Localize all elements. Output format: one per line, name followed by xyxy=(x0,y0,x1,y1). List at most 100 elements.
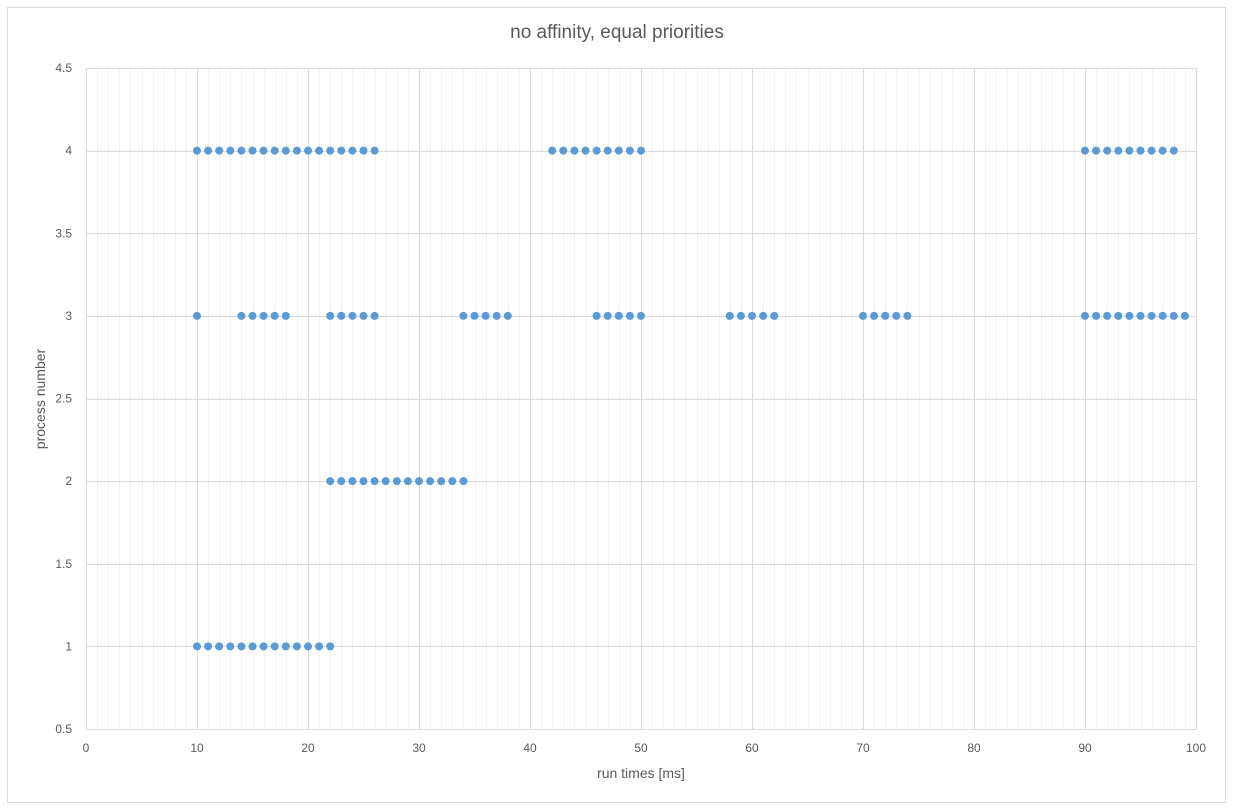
data-point xyxy=(337,146,346,155)
x-tick-label: 20 xyxy=(301,741,315,755)
data-point xyxy=(625,146,634,155)
data-point xyxy=(1081,146,1089,155)
data-point xyxy=(281,311,290,320)
axis-ticks: 0 10 20 30 40 50 60 70 80 90 100 0.5 1 1.5 2 2.5 3 3.5 4 4.… xyxy=(55,61,1206,755)
data-point xyxy=(1169,146,1178,155)
y-tick-label: 4 xyxy=(65,144,72,158)
data-point xyxy=(415,477,423,486)
y-tick-label: 2.5 xyxy=(55,392,72,406)
data-point xyxy=(270,146,279,155)
data-point xyxy=(359,477,368,486)
data-point xyxy=(725,311,734,320)
data-point xyxy=(459,311,468,320)
data-point xyxy=(470,311,479,320)
data-point xyxy=(359,311,368,320)
data-point xyxy=(259,311,268,320)
data-point xyxy=(237,311,246,320)
data-point xyxy=(204,146,213,155)
data-point xyxy=(226,146,235,155)
data-point xyxy=(193,311,201,320)
data-point xyxy=(359,146,368,155)
data-point xyxy=(603,311,612,320)
x-tick-label: 100 xyxy=(1186,741,1206,755)
data-point xyxy=(1114,311,1123,320)
data-point xyxy=(548,146,557,155)
data-point xyxy=(270,311,279,320)
major-gridlines xyxy=(86,68,1197,730)
data-point xyxy=(503,311,512,320)
data-point xyxy=(237,146,246,155)
data-point xyxy=(281,642,290,651)
x-tick-label: 80 xyxy=(967,741,981,755)
x-tick-label: 70 xyxy=(856,741,870,755)
data-point xyxy=(748,311,756,320)
data-point xyxy=(770,311,779,320)
data-point xyxy=(326,311,335,320)
data-point xyxy=(481,311,490,320)
data-point xyxy=(870,311,879,320)
y-tick-label: 3 xyxy=(65,309,72,323)
data-point xyxy=(1114,146,1123,155)
y-tick-label: 3.5 xyxy=(55,226,72,240)
data-point xyxy=(315,642,324,651)
x-tick-label: 50 xyxy=(634,741,648,755)
data-point xyxy=(348,477,357,486)
data-point xyxy=(304,146,312,155)
data-point xyxy=(1158,311,1167,320)
x-tick-label: 60 xyxy=(745,741,759,755)
data-point xyxy=(1092,146,1101,155)
chart-title: no affinity, equal priorities xyxy=(510,22,724,43)
data-point xyxy=(859,311,867,320)
data-point xyxy=(259,642,268,651)
data-point xyxy=(1147,146,1156,155)
x-axis-label: run times [ms] xyxy=(597,765,685,781)
data-point xyxy=(570,146,579,155)
data-point xyxy=(1136,146,1145,155)
data-point xyxy=(614,311,623,320)
data-point xyxy=(370,146,379,155)
data-point xyxy=(281,146,290,155)
data-point xyxy=(1180,311,1189,320)
y-tick-label: 1 xyxy=(65,639,72,653)
data-point xyxy=(592,311,601,320)
data-point xyxy=(215,146,224,155)
data-point xyxy=(348,311,357,320)
data-point xyxy=(1103,146,1112,155)
data-point xyxy=(1158,146,1167,155)
data-point xyxy=(259,146,268,155)
data-point xyxy=(193,642,201,651)
data-point xyxy=(370,311,379,320)
data-point xyxy=(248,311,257,320)
data-point xyxy=(392,477,401,486)
data-point xyxy=(903,311,912,320)
data-point xyxy=(459,477,468,486)
data-point xyxy=(292,146,301,155)
data-point xyxy=(226,642,235,651)
x-tick-label: 10 xyxy=(190,741,204,755)
data-point xyxy=(892,311,901,320)
y-tick-label: 1.5 xyxy=(55,557,72,571)
data-point xyxy=(381,477,390,486)
x-tick-label: 90 xyxy=(1078,741,1092,755)
x-tick-label: 40 xyxy=(523,741,537,755)
data-point xyxy=(326,642,335,651)
data-point xyxy=(559,146,568,155)
data-point xyxy=(492,311,501,320)
x-tick-label: 30 xyxy=(412,741,426,755)
data-point xyxy=(248,642,257,651)
data-point xyxy=(1136,311,1145,320)
data-point xyxy=(1169,311,1178,320)
y-tick-label: 2 xyxy=(65,474,72,488)
data-point xyxy=(736,311,745,320)
data-point xyxy=(237,642,246,651)
data-point xyxy=(637,311,645,320)
data-point xyxy=(1147,311,1156,320)
data-point xyxy=(337,311,346,320)
data-point xyxy=(592,146,601,155)
data-point xyxy=(248,146,257,155)
data-point xyxy=(1125,311,1134,320)
data-point xyxy=(581,146,590,155)
data-point xyxy=(337,477,346,486)
data-point xyxy=(1103,311,1112,320)
